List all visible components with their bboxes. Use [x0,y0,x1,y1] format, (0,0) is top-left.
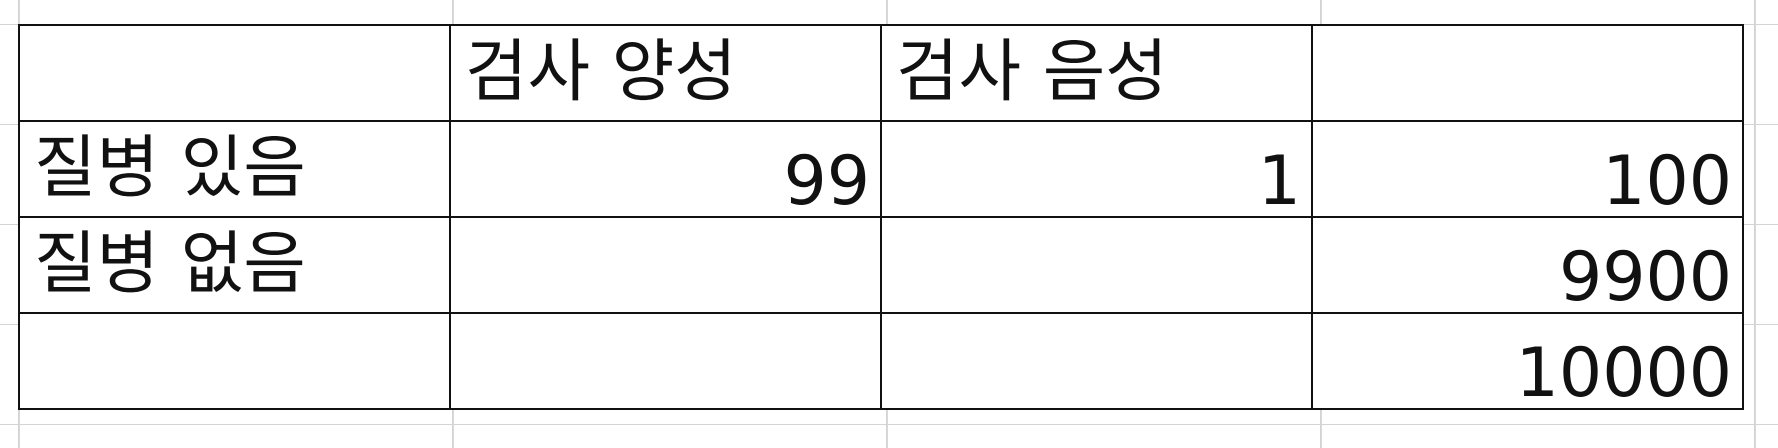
cell-negative[interactable]: 1 [880,120,1313,218]
table-row: 질병 있음 99 1 100 [18,120,1744,218]
cell-corner[interactable] [18,24,451,122]
cell-negative[interactable] [880,312,1313,410]
cell-negative[interactable] [880,216,1313,314]
cell-header-total[interactable] [1311,24,1744,122]
contingency-table: 검사 양성 검사 음성 질병 있음 99 1 100 질병 없음 9900 10… [18,24,1744,410]
table-row: 10000 [18,312,1744,410]
cell-positive[interactable] [449,216,882,314]
cell-total[interactable]: 100 [1311,120,1744,218]
cell-positive[interactable] [449,312,882,410]
cell-total[interactable]: 9900 [1311,216,1744,314]
cell-header-test-negative[interactable]: 검사 음성 [880,24,1313,122]
cell-positive[interactable]: 99 [449,120,882,218]
cell-header-test-positive[interactable]: 검사 양성 [449,24,882,122]
table-row: 질병 없음 9900 [18,216,1744,314]
cell-total[interactable]: 10000 [1311,312,1744,410]
table-header-row: 검사 양성 검사 음성 [18,24,1744,122]
gridline [0,424,1778,425]
cell-row-label[interactable]: 질병 있음 [18,120,451,218]
cell-row-label[interactable]: 질병 없음 [18,216,451,314]
cell-row-label[interactable] [18,312,451,410]
